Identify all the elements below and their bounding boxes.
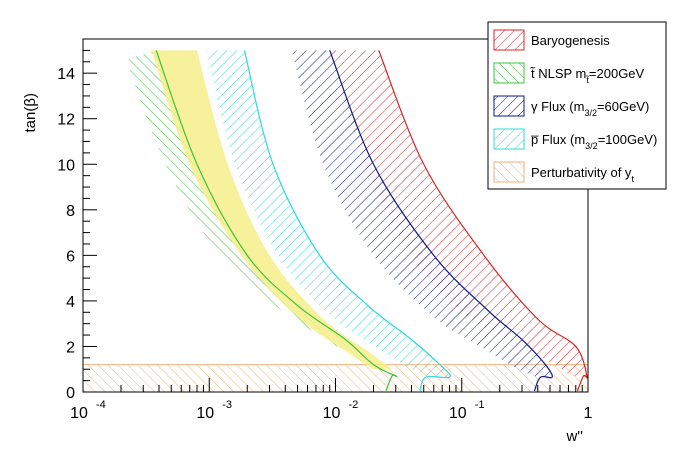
- axes: 0 2 4 6 8 10 12 14 10 -4 10 -3 10 -2 10 -1 1: [57, 49, 593, 422]
- y-tick-label: 14: [57, 66, 75, 83]
- band-stop-nlsp: [126, 50, 396, 377]
- legend-swatch-nlsp: [493, 62, 525, 84]
- legend: Baryogenesis t̃ NLSP mt̃=200GeV γ Flux (m3…: [487, 21, 667, 190]
- curve-baryogenesis: [378, 50, 588, 392]
- curve-pbar-flux: [243, 50, 451, 392]
- x-tick-exponent: -3: [222, 399, 232, 411]
- x-tick-label: 10: [196, 405, 214, 422]
- y-tick-label: 8: [66, 203, 75, 220]
- band-baryogenesis: [329, 50, 587, 377]
- legend-swatch-gamma: [493, 95, 525, 117]
- x-tick-label: 10: [449, 405, 467, 422]
- legend-label-nlsp: t̃ NLSP mt̃=200GeV: [530, 66, 645, 85]
- y-tick-label: 0: [66, 385, 75, 402]
- y-tick-label: 4: [66, 294, 75, 311]
- legend-swatch-pert: [493, 161, 525, 183]
- x-tick-label: 10: [323, 405, 341, 422]
- y-tick-label: 6: [66, 248, 75, 265]
- y-tick-label: 12: [57, 112, 75, 129]
- x-axis-label: w'': [565, 428, 583, 445]
- band-gamma-flux: [291, 50, 553, 378]
- legend-label-pert: Perturbativity of yt: [531, 165, 634, 184]
- legend-label-gamma: γ Flux (m3/2=60GeV): [531, 99, 649, 118]
- legend-label-baryo: Baryogenesis: [531, 33, 610, 48]
- legend-swatch-baryo: [493, 29, 525, 51]
- band-pbar-flux: [206, 50, 450, 378]
- legend-swatch-pbar: [493, 128, 525, 150]
- plot-area: [83, 50, 588, 392]
- legend-label-pbar: p̅ Flux (m3/2=100GeV): [531, 132, 658, 151]
- x-tick-exponent: -4: [96, 399, 106, 411]
- y-axis-label: tan(β): [22, 93, 39, 132]
- curve-gamma-flux: [329, 50, 553, 392]
- y-tick-label: 10: [57, 157, 75, 174]
- x-tick-label: 1: [584, 405, 593, 422]
- x-tick-exponent: -2: [349, 399, 359, 411]
- band-allowed-region: [151, 50, 392, 370]
- x-tick-exponent: -1: [475, 399, 485, 411]
- curve-stop-nlsp: [155, 50, 398, 392]
- x-tick-label: 10: [70, 405, 88, 422]
- y-tick-label: 2: [66, 339, 75, 356]
